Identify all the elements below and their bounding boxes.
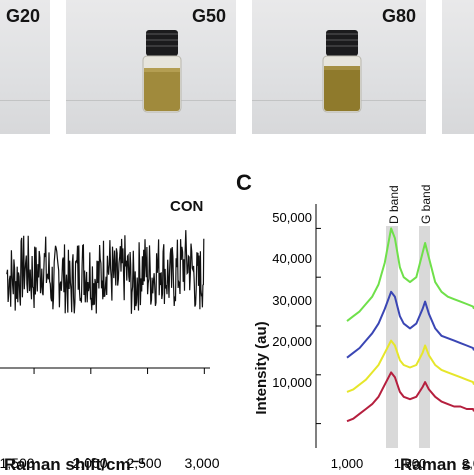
series-line-3 — [346, 339, 474, 393]
d-band-highlight — [386, 226, 398, 448]
raman-chart-con: CON 1,500 2,000 2,500 3,000 — [0, 198, 220, 471]
y-tick-label: 40,000 — [272, 251, 312, 266]
y-tick-label: 10,000 — [272, 375, 312, 390]
series-line-1 — [346, 227, 474, 322]
y-axis-title: Intensity (au) — [254, 321, 270, 414]
x-tick-label: 3,000 — [184, 455, 219, 471]
y-tick-label: 50,000 — [272, 210, 312, 225]
photo-g80: G80 — [252, 0, 426, 134]
photo-g20: G20 — [0, 0, 50, 134]
vial-g80 — [322, 30, 362, 113]
x-tick-label: 2,0 — [462, 456, 474, 471]
x-tick-label: 2,000 — [72, 455, 107, 471]
x-tick-label: 1,500 — [394, 456, 427, 471]
photo-g50: G50 — [66, 0, 236, 134]
series-line-con — [6, 230, 205, 314]
g-band-label: G band — [419, 185, 433, 224]
x-tick-label: 2,500 — [126, 455, 161, 471]
x-tick-label: 1,500 — [0, 455, 35, 471]
photo-label-g80: G80 — [381, 6, 416, 26]
x-axis-title-c: Raman s — [400, 455, 471, 474]
photo-label-g20: G20 — [5, 6, 40, 26]
vial-g50 — [142, 30, 182, 113]
x-axis-title-b: Raman shift/cm⁻¹ — [4, 455, 146, 474]
photo-shelf — [0, 100, 50, 101]
photo-label-g50: G50 — [191, 6, 226, 26]
panel-letter-c: C — [236, 170, 252, 195]
x-tick-label: 1,000 — [331, 456, 364, 471]
con-annotation: CON — [170, 198, 203, 215]
y-tick-label: 30,000 — [272, 293, 312, 308]
y-tick-label: 20,000 — [272, 334, 312, 349]
raman-chart-samples: D band G band Intensity (au) 10,000 20,0… — [254, 185, 474, 471]
d-band-label: D band — [387, 185, 401, 224]
series-line-2 — [346, 290, 474, 359]
plot-area — [6, 230, 205, 374]
g-band-highlight — [419, 226, 430, 448]
series-line-4 — [346, 371, 474, 423]
photo-partial — [442, 0, 474, 134]
plot-area — [316, 227, 474, 425]
